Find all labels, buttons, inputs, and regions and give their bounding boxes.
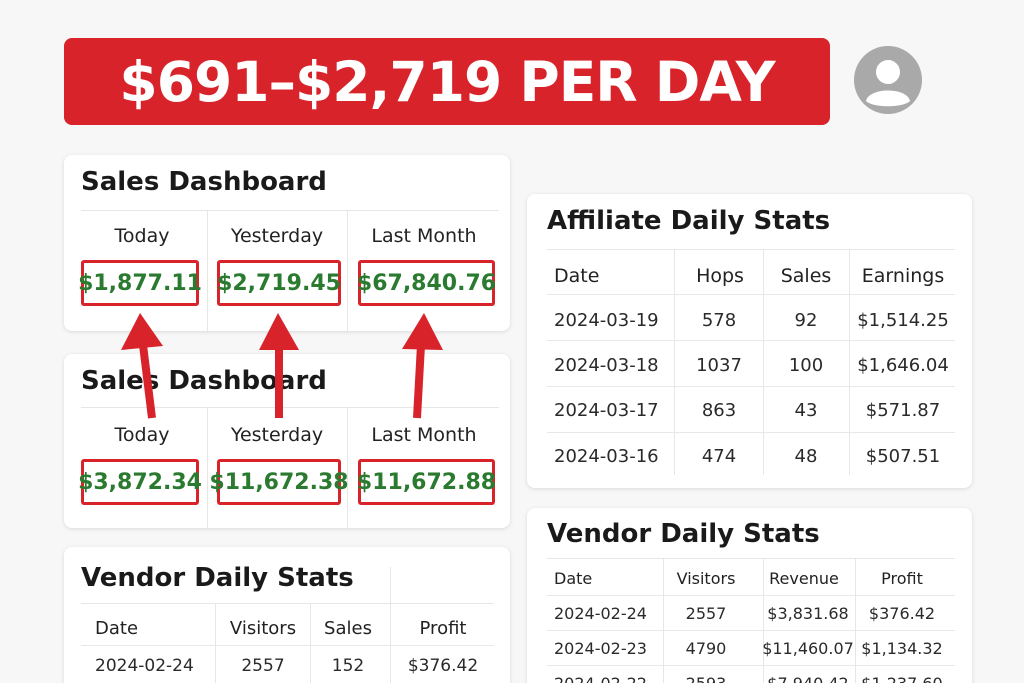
metric-label-today: Today xyxy=(114,225,170,247)
table-cell: $7,940.42 xyxy=(767,674,848,683)
vendor-header-date: Date xyxy=(95,618,139,639)
vendor-header-sales: Sales xyxy=(324,618,372,639)
affiliate-header-earnings: Earnings xyxy=(861,265,945,287)
metric-value-today: $1,877.11 xyxy=(78,260,202,306)
sales-dashboard-title: Sales Dashboard xyxy=(81,366,327,396)
affiliate-stats-card: Affiliate Daily Stats Date Hops Sales Ea… xyxy=(527,194,972,488)
table-cell: 2557 xyxy=(241,656,285,676)
table-cell: 152 xyxy=(331,656,365,676)
vendor-header-visitors: Visitors xyxy=(229,618,297,639)
metric-value-yesterday: $2,719.45 xyxy=(217,260,341,306)
table-cell: 2557 xyxy=(685,604,727,623)
table-cell: $571.87 xyxy=(865,400,941,421)
headline-text: $691–$2,719 PER DAY xyxy=(119,49,775,114)
table-cell: 2024-03-17 xyxy=(554,400,659,421)
metric-label-yesterday: Yesterday xyxy=(230,424,324,446)
metric-value-last-month: $67,840.76 xyxy=(357,260,496,306)
table-cell: 474 xyxy=(701,446,737,467)
table-cell: 2024-02-24 xyxy=(95,656,194,676)
metric-value-yesterday: $11,672.38 xyxy=(209,459,349,505)
affiliate-header-date: Date xyxy=(554,265,600,287)
metric-value-last-month: $11,672.88 xyxy=(357,459,496,505)
sales-dashboard-title: Sales Dashboard xyxy=(81,167,327,197)
vendor-header-revenue: Revenue xyxy=(769,569,839,588)
table-cell: $1,237.60 xyxy=(861,674,942,683)
table-cell: $507.51 xyxy=(865,446,941,467)
affiliate-stats-title: Affiliate Daily Stats xyxy=(547,206,831,236)
table-cell: $3,831.68 xyxy=(767,604,849,623)
vendor-stats-title: Vendor Daily Stats xyxy=(81,563,354,593)
vendor-header-date: Date xyxy=(554,569,593,588)
vendor-stats-card-right: Vendor Daily Stats Date Visitors Revenue… xyxy=(527,508,972,683)
table-cell: 100 xyxy=(788,355,824,376)
table-cell: $11,460.07 xyxy=(762,639,854,658)
vendor-stats-title: Vendor Daily Stats xyxy=(547,519,820,549)
table-cell: $1,134.32 xyxy=(861,639,943,658)
metric-label-last-month: Last Month xyxy=(371,424,477,446)
metric-label-last-month: Last Month xyxy=(371,225,477,247)
table-cell: 1037 xyxy=(696,355,742,376)
table-cell: 2024-03-19 xyxy=(554,310,659,331)
vendor-header-profit: Profit xyxy=(419,618,467,639)
sales-dashboard-card-1: Sales Dashboard Today Yesterday Last Mon… xyxy=(64,155,510,331)
table-cell: 48 xyxy=(794,446,818,467)
vendor-stats-card-left: Vendor Daily Stats Date Visitors Sales P… xyxy=(64,547,510,683)
metric-label-yesterday: Yesterday xyxy=(230,225,324,247)
sales-dashboard-card-2: Sales Dashboard Today Yesterday Last Mon… xyxy=(64,354,510,528)
metric-label-today: Today xyxy=(114,424,170,446)
vendor-header-profit: Profit xyxy=(881,569,923,588)
table-cell: 4790 xyxy=(685,639,727,658)
metric-value-today: $3,872.34 xyxy=(78,459,202,505)
affiliate-header-hops: Hops xyxy=(696,265,744,287)
headline-banner: $691–$2,719 PER DAY xyxy=(64,38,830,125)
table-cell: 578 xyxy=(701,310,737,331)
table-cell: 92 xyxy=(794,310,818,331)
affiliate-header-sales: Sales xyxy=(780,265,832,287)
table-cell: 863 xyxy=(701,400,737,421)
table-cell: 2024-03-18 xyxy=(554,355,659,376)
table-cell: $376.42 xyxy=(407,656,479,676)
table-cell: 2024-02-22 xyxy=(554,674,647,683)
vendor-header-visitors: Visitors xyxy=(676,569,736,588)
table-cell: 43 xyxy=(794,400,818,421)
user-avatar-icon[interactable] xyxy=(853,45,923,115)
table-cell: 2024-03-16 xyxy=(554,446,659,467)
table-cell: $1,646.04 xyxy=(857,355,949,376)
table-cell: 2593 xyxy=(686,674,727,683)
table-cell: 2024-02-23 xyxy=(554,639,647,658)
table-cell: $376.42 xyxy=(868,604,936,623)
table-cell: 2024-02-24 xyxy=(554,604,647,623)
table-cell: $1,514.25 xyxy=(857,310,949,331)
